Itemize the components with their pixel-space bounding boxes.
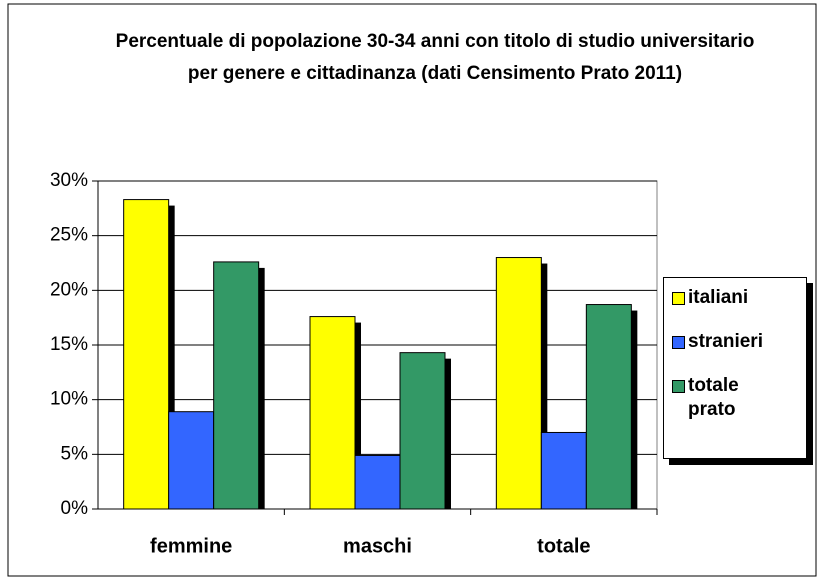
legend-swatch bbox=[672, 336, 685, 349]
legend-item: stranieri bbox=[664, 330, 783, 354]
y-tick-label: 20% bbox=[50, 279, 88, 300]
x-tick-label: femmine bbox=[150, 535, 232, 557]
chart-border bbox=[7, 3, 817, 577]
legend-swatch bbox=[672, 292, 685, 305]
legend: italiani stranieri totale prato bbox=[663, 277, 807, 459]
bar bbox=[540, 431, 587, 510]
y-tick-label: 25% bbox=[50, 225, 88, 246]
legend-item: italiani bbox=[664, 286, 783, 310]
legend-item: totale prato bbox=[664, 374, 783, 422]
bar bbox=[354, 454, 401, 510]
legend-swatch bbox=[672, 380, 685, 393]
bar bbox=[399, 352, 446, 510]
chart-title: Percentuale di popolazione 30-34 anni co… bbox=[115, 31, 755, 84]
bar bbox=[585, 304, 632, 510]
bar bbox=[495, 257, 542, 510]
legend-label: italiani bbox=[688, 287, 749, 308]
y-tick-label: 15% bbox=[50, 334, 88, 355]
y-tick-label: 30% bbox=[50, 170, 88, 191]
x-tick-label: maschi bbox=[343, 535, 412, 557]
x-tick-label: totale bbox=[537, 535, 590, 557]
legend-label: totale prato bbox=[688, 375, 739, 420]
y-tick-label: 5% bbox=[61, 443, 89, 464]
bar bbox=[123, 199, 170, 510]
y-tick-label: 10% bbox=[50, 389, 88, 410]
bar bbox=[309, 316, 356, 510]
bar bbox=[168, 411, 215, 510]
legend-label: stranieri bbox=[688, 331, 763, 352]
bar bbox=[213, 261, 260, 510]
y-tick-label: 0% bbox=[61, 498, 89, 519]
